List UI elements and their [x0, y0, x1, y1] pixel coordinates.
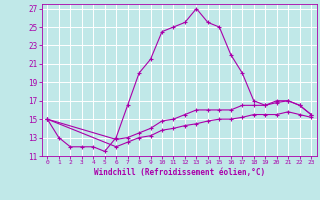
X-axis label: Windchill (Refroidissement éolien,°C): Windchill (Refroidissement éolien,°C) — [94, 168, 265, 177]
